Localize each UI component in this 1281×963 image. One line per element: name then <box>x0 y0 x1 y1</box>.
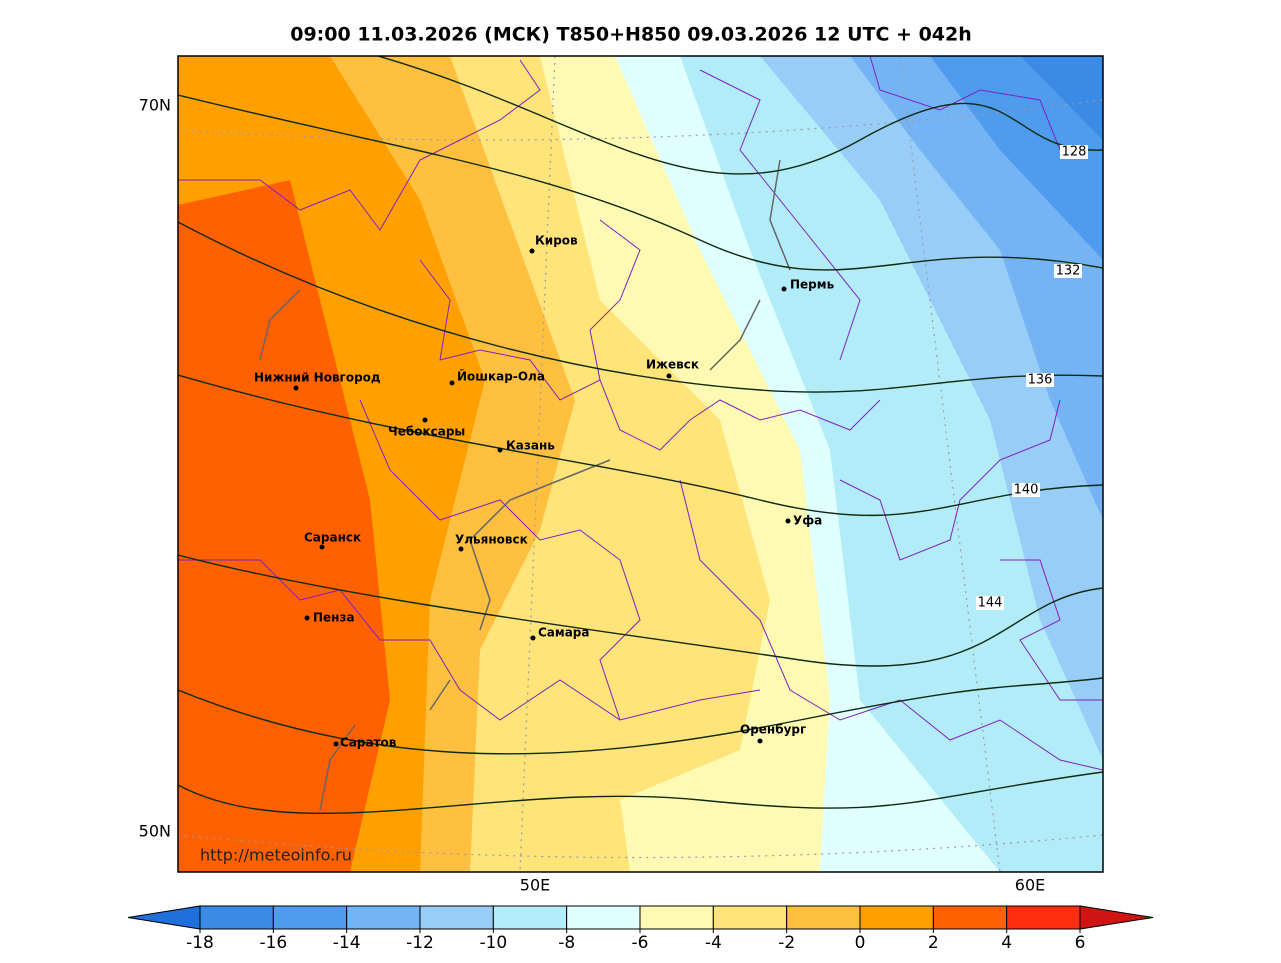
city-dot <box>449 380 455 386</box>
colorbar-box <box>932 905 1008 930</box>
city-dot <box>529 248 535 254</box>
contour-label-bg <box>1012 483 1040 497</box>
city-dot <box>304 615 310 621</box>
city-label: Йошкар-Ола <box>457 369 545 384</box>
colorbar-tick-label: -12 <box>406 933 434 953</box>
colorbar-tick-label: -14 <box>333 933 361 953</box>
city-dot <box>530 635 536 641</box>
colorbar-extend-low <box>127 905 201 930</box>
contour-label: 136 <box>1028 373 1053 388</box>
lon-label: 50E <box>520 876 550 895</box>
contour-label-bg <box>1060 145 1088 159</box>
city-dot <box>666 373 672 379</box>
city-dot <box>293 385 299 391</box>
contour-label: 128 <box>1062 145 1087 160</box>
city-label: Саратов <box>340 736 397 750</box>
colorbar-box <box>712 905 788 930</box>
city-dot <box>458 546 464 552</box>
colorbar-tick-label: 0 <box>855 933 866 953</box>
colorbar-box <box>1006 905 1081 930</box>
city-label: Киров <box>535 234 578 248</box>
lon-label: 60E <box>1015 876 1045 895</box>
city-label: Уфа <box>793 514 822 528</box>
colorbar-tick-label: -4 <box>705 933 722 953</box>
city-dot <box>781 286 787 292</box>
city-dot <box>497 447 503 453</box>
colorbar-box <box>199 905 274 930</box>
colorbar-box <box>272 905 348 930</box>
city-label: Казань <box>506 439 555 453</box>
colorbar-box <box>566 905 641 930</box>
contour-label: 140 <box>1014 483 1039 498</box>
city-label: Оренбург <box>740 723 806 737</box>
city-dot <box>422 417 428 423</box>
map-frame <box>177 55 1104 873</box>
title: 09:00 11.03.2026 (МСК) T850+H850 09.03.2… <box>290 24 972 46</box>
url: http://meteoinfo.ru <box>200 846 352 865</box>
city-dot <box>333 741 339 747</box>
field <box>178 56 1103 872</box>
colorbar-tick-label: 2 <box>928 933 939 953</box>
colorbar-tick-label: 4 <box>1001 933 1012 953</box>
colorbar-tick-label: 6 <box>1075 933 1086 953</box>
city-label: Ижевск <box>646 358 699 372</box>
contour-label-bg <box>1054 264 1082 278</box>
city-dot <box>757 738 763 744</box>
colorbar-tick-label: -10 <box>479 933 507 953</box>
colorbar-box <box>419 905 494 930</box>
lat-label: 50N <box>139 822 171 841</box>
colorbar-extend-high <box>1079 905 1154 930</box>
colorbar-box <box>859 905 934 930</box>
city-label: Самара <box>538 626 590 640</box>
lat-label: 70N <box>139 96 171 115</box>
contour-label-bg <box>1026 373 1054 387</box>
city-label: Пенза <box>313 611 355 625</box>
colorbar-box <box>786 905 861 930</box>
city-label: Саранск <box>304 531 361 545</box>
city-label: Пермь <box>790 278 835 292</box>
city-dot <box>785 518 791 524</box>
colorbar-tick-label: -6 <box>632 933 649 953</box>
colorbar-box <box>639 905 714 930</box>
city-label: Нижний Новгород <box>254 371 381 385</box>
colorbar-tick-label: -18 <box>186 933 214 953</box>
contour-label: 132 <box>1056 264 1081 279</box>
colorbar-tick-label: -8 <box>558 933 575 953</box>
colorbar-tick-label: -16 <box>259 933 287 953</box>
city-label: Ульяновск <box>455 533 528 547</box>
city-dot <box>319 544 325 550</box>
contour-label-bg <box>976 596 1004 610</box>
colorbar-tick-label: -2 <box>778 933 795 953</box>
contour-label: 144 <box>978 596 1003 611</box>
colorbar-box <box>346 905 421 930</box>
city-label: Чебоксары <box>388 425 465 439</box>
colorbar-box <box>492 905 568 930</box>
